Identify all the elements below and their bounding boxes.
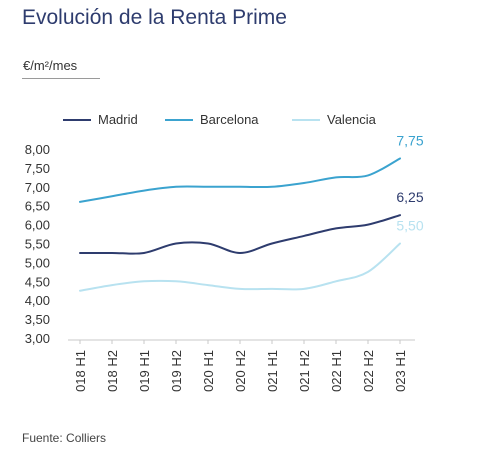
x-tick-label: 022 H2 [361,350,376,392]
end-label-valencia: 5,50 [396,218,423,234]
end-label-barcelona: 7,75 [396,132,423,148]
y-tick-label: 6,50 [25,199,50,214]
series-line-madrid [79,214,401,255]
y-tick-label: 5,00 [25,255,50,270]
x-tick-label: 022 H1 [329,350,344,392]
x-tick-label: 018 H1 [73,350,88,392]
legend-label-madrid: Madrid [98,112,138,127]
x-tick-label: 020 H1 [201,350,216,392]
x-axis: 018 H1 018 H2 019 H1 019 H2 020 H1 020 H2 021 … [68,339,415,392]
x-tick-label: 019 H2 [169,350,184,392]
source-note: Fuente: Colliers [22,431,107,445]
x-tick-label: 023 H1 [393,350,408,392]
y-tick-label: 5,50 [25,237,50,252]
legend: Madrid Barcelona Valencia [63,112,377,127]
end-labels: 6,25 7,75 5,50 [396,132,423,233]
unit-label: €/m²/mes [23,58,78,73]
legend-label-barcelona: Barcelona [200,112,259,127]
y-tick-label: 3,00 [25,331,50,346]
y-tick-label: 4,00 [25,293,50,308]
series-line-valencia [79,242,401,292]
end-label-madrid: 6,25 [396,189,423,205]
series-line-barcelona [79,157,401,203]
unit-underline [22,78,100,79]
y-tick-label: 8,00 [25,142,50,157]
chart-title: Evolución de la Renta Prime [22,6,287,29]
y-tick-label: 7,00 [25,180,50,195]
legend-label-valencia: Valencia [327,112,377,127]
y-tick-label: 4,50 [25,274,50,289]
x-tick-label: 021 H1 [265,350,280,392]
x-tick-label: 019 H1 [137,350,152,392]
y-tick-label: 7,50 [25,161,50,176]
y-axis: 3,00 3,50 4,00 4,50 5,00 5,50 6,00 6,50 7,00 7,50… [25,142,50,346]
series-lines [79,157,401,292]
x-tick-label: 021 H2 [297,350,312,392]
y-tick-label: 6,00 [25,218,50,233]
y-tick-label: 3,50 [25,312,50,327]
x-tick-label: 020 H2 [233,350,248,392]
x-tick-label: 018 H2 [105,350,120,392]
